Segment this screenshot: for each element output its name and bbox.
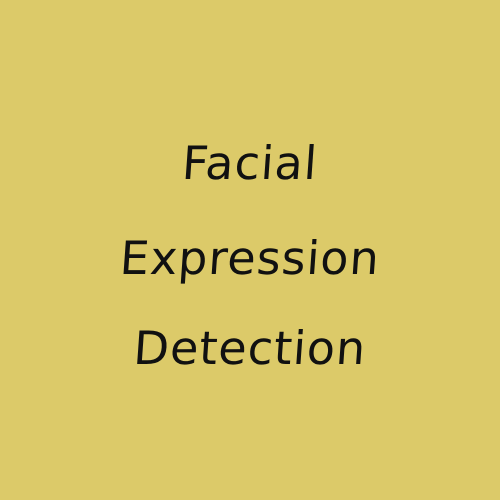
title-line-1: Facial [180,136,320,190]
title-line-2: Expression [118,231,382,285]
title-line-3: Detection [131,321,369,375]
